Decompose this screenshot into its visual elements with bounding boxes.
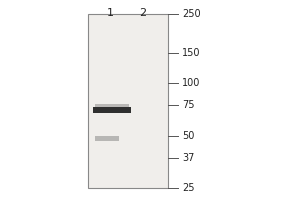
Text: 75: 75	[182, 100, 194, 110]
Text: 50: 50	[182, 131, 194, 141]
Text: 100: 100	[182, 78, 200, 88]
Text: 1: 1	[106, 8, 113, 18]
Bar	[95, 136, 119, 140]
Text: 25: 25	[182, 183, 194, 193]
Text: 37: 37	[182, 153, 194, 163]
Text: 2: 2	[140, 8, 147, 18]
Bar	[88, 14, 168, 188]
Text: 150: 150	[182, 48, 200, 58]
Text: 250: 250	[182, 9, 201, 19]
Bar	[93, 107, 131, 113]
Bar	[95, 104, 129, 107]
